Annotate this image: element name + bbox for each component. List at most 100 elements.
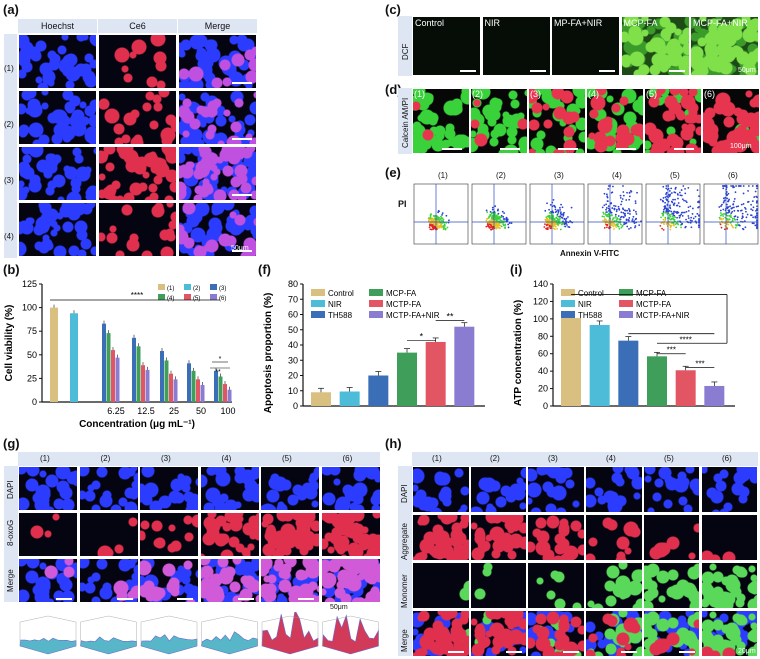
tile-g-r1-0 — [18, 512, 78, 557]
tile-label: (5) — [646, 89, 657, 99]
scale-bar — [442, 148, 462, 150]
legend-swatch — [158, 294, 165, 300]
scale-bar — [616, 148, 636, 150]
legend-label: Control — [328, 289, 354, 298]
tile-r4-hoechst — [18, 202, 97, 257]
bar-NIR — [339, 391, 360, 406]
tile-r2-merge — [178, 90, 257, 145]
panel-label-d: (d) — [385, 82, 402, 97]
row-label-8oxog: 8-oxoG — [6, 519, 15, 546]
y-tick-label: 40 — [538, 366, 548, 376]
tile-r3-merge — [178, 146, 257, 201]
col-label: (6) — [342, 454, 353, 463]
scale-bar — [232, 194, 252, 196]
sig-annotation: *** — [695, 360, 704, 369]
col-label: (2) — [100, 454, 111, 463]
scale-bar — [563, 651, 580, 653]
bar-(6)-2 — [145, 369, 150, 402]
bar-MCTP-FA+NIR — [454, 326, 475, 406]
col-label: (6) — [722, 454, 732, 463]
tile-g-r0-2 — [139, 466, 199, 511]
legend-swatch — [311, 311, 325, 318]
x-tick-label: 6.25 — [107, 406, 125, 416]
sig-annotation: * — [219, 356, 222, 363]
scale-bar-label: 100μm — [730, 143, 752, 150]
scale-bar — [232, 250, 252, 252]
legend-label: NIR — [328, 300, 342, 309]
scale-bar — [529, 70, 546, 72]
flow-col-label: (1) — [438, 171, 448, 180]
bar-(4)-1 — [106, 333, 111, 402]
tile-g-r0-3 — [199, 466, 260, 511]
sig-annotation: **** — [679, 335, 691, 344]
legend-swatch — [210, 284, 217, 290]
legend-label: TH588 — [328, 311, 353, 320]
legend-label: MCTP-FA+NIR — [386, 311, 440, 320]
tile-label: MCP-FA+NIR — [693, 18, 748, 28]
tile-label: NIR — [484, 18, 501, 28]
tile-g-r0-1 — [78, 466, 139, 511]
bar-(3)-1 — [102, 323, 106, 402]
flow-col-label: (5) — [670, 171, 680, 180]
flow-plot-4 — [587, 183, 643, 245]
y-tick-label: 60 — [538, 349, 548, 359]
row-label-dapi: DAPI — [400, 484, 409, 503]
tile-label: (4) — [588, 89, 599, 99]
surface-plot-2 — [80, 615, 137, 655]
col-label: (1) — [40, 454, 50, 463]
col-header-hoechst: Hoechst — [18, 19, 97, 33]
bar-TH588 — [618, 340, 639, 406]
tile-g-r0-0 — [18, 466, 78, 511]
scale-bar — [232, 138, 252, 140]
bar-Control — [311, 392, 331, 406]
tile-h-r3-5 — [700, 610, 758, 657]
tile-g-r1-4 — [260, 512, 320, 557]
tile-h-r3-1 — [469, 610, 528, 657]
tile-h-r1-4 — [642, 514, 701, 561]
bar-(2)-0 — [70, 313, 78, 402]
bar-TH588 — [368, 375, 389, 406]
bar-(5)-1 — [111, 350, 115, 402]
scale-bar — [678, 651, 695, 653]
tile-g-r2-4 — [260, 558, 320, 603]
scale-bar — [448, 651, 464, 653]
y-tick-label: 100 — [533, 314, 548, 324]
legend-label: (3) — [219, 286, 226, 292]
row-header-strip — [398, 16, 412, 76]
flow-plot-5 — [645, 183, 701, 245]
sig-annotation: * — [420, 331, 424, 341]
bar-(4)-2 — [136, 346, 141, 402]
tile-g-r1-5 — [320, 512, 381, 557]
tile-h-r2-2 — [527, 562, 585, 609]
tile-dcf-2 — [551, 16, 620, 76]
legend-label: (5) — [193, 296, 200, 302]
tile-r2-ce6 — [98, 90, 177, 145]
legend-swatch — [311, 300, 325, 307]
tile-h-r0-0 — [412, 466, 470, 513]
panel-label-f: (f) — [258, 262, 271, 277]
scale-bar — [505, 651, 522, 653]
bar-(5)-5 — [223, 384, 227, 402]
row-label-3: (3) — [4, 176, 14, 185]
legend-label: Control — [578, 289, 604, 298]
tile-r1-merge — [178, 34, 257, 89]
scale-bar — [177, 598, 193, 600]
tile-h-r2-1 — [469, 562, 528, 609]
legend-swatch — [561, 300, 575, 307]
y-tick-label: 80 — [538, 331, 548, 341]
y-tick-label: 0 — [543, 401, 548, 411]
bar-MCTP-FA — [675, 370, 696, 406]
sig-annotation: ** — [446, 312, 454, 322]
bar-(5)-3 — [169, 373, 173, 402]
y-tick-label: 20 — [538, 384, 548, 394]
bar-(3)-2 — [132, 337, 136, 402]
legend-label: (1) — [167, 286, 174, 292]
panel-label-g: (g) — [3, 436, 20, 451]
bar-(6)-4 — [200, 385, 205, 402]
y-tick-label: 50 — [288, 325, 298, 335]
legend-label: (4) — [167, 296, 174, 302]
tile-h-r1-2 — [527, 514, 585, 561]
tile-g-r1-1 — [78, 512, 139, 557]
sig-annotation: ** — [215, 369, 221, 376]
tile-h-r3-2 — [527, 610, 585, 657]
